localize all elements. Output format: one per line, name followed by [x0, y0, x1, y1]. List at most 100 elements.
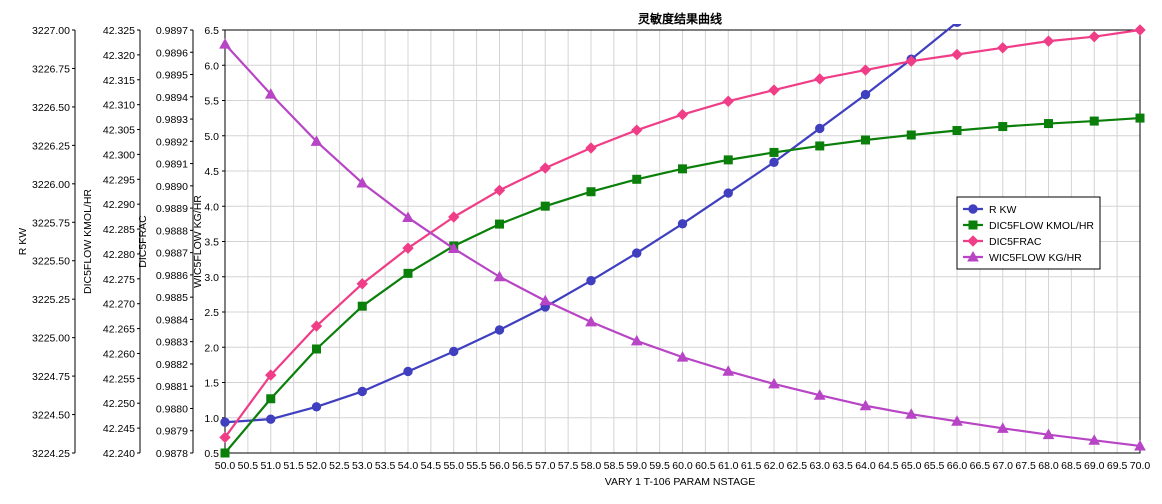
legend-swatch-marker	[967, 235, 979, 247]
x-tick-label: 50.5	[238, 460, 259, 472]
series-layer	[219, 24, 1146, 458]
y-tick-label: 0.9895	[156, 70, 188, 82]
x-tick-label: 70.0	[1130, 460, 1151, 472]
y-tick-label: 3225.00	[32, 333, 70, 345]
y-tick-label: 0.9887	[156, 248, 188, 260]
legend-entry: DIC5FLOW KMOL/HR	[963, 220, 1094, 232]
y-tick-label: 42.325	[103, 25, 135, 37]
x-tick-label: 64.0	[855, 460, 876, 472]
data-point	[814, 73, 826, 85]
data-point	[813, 389, 826, 400]
data-point	[266, 414, 276, 424]
y-tick-label: 3224.75	[32, 371, 70, 383]
y-tick-label: 4.5	[204, 166, 219, 178]
y-tick-label: 3225.25	[32, 294, 70, 306]
r-kw-axis: 3227.00 3226.75 3226.50 3226.25 3226.00 3225.…	[17, 25, 76, 460]
y-tick-label: 0.9882	[156, 359, 188, 371]
data-point	[220, 417, 230, 427]
data-point	[1089, 116, 1099, 126]
y-tick-label: 42.280	[103, 249, 135, 261]
y-tick-label: 0.9891	[156, 159, 188, 171]
x-tick-label: 69.0	[1084, 460, 1105, 472]
data-point	[769, 157, 779, 167]
x-axis-label: VARY 1 T-106 PARAM NSTAGE	[605, 476, 756, 488]
legend-label: R KW	[989, 204, 1017, 216]
x-tick-label: 57.0	[535, 460, 556, 472]
x-tick-label: 64.5	[878, 460, 899, 472]
y-tick-label: 42.270	[103, 299, 135, 311]
data-point	[1044, 119, 1053, 129]
data-point	[1042, 35, 1055, 47]
y-tick-label: 0.9883	[156, 337, 188, 349]
y-tick-label: 3226.50	[32, 102, 70, 114]
legend: R KW DIC5FLOW KMOL/HR DIC5FRAC WIC5FLOW KG/…	[956, 196, 1101, 270]
x-tick-label: 58.5	[604, 460, 625, 472]
data-point	[403, 268, 413, 278]
y-tick-label: 0.9879	[156, 426, 188, 438]
y-tick-label: 0.9885	[156, 292, 188, 304]
data-point	[539, 162, 551, 174]
y-axis-title: R KW	[17, 228, 29, 256]
data-point	[677, 219, 688, 229]
y-tick-label: 0.9881	[156, 381, 188, 393]
x-tick-label: 61.0	[718, 460, 739, 472]
x-tick-label: 53.0	[352, 460, 373, 472]
data-point	[310, 135, 323, 146]
data-point	[403, 366, 413, 377]
y-tick-label: 0.9889	[156, 203, 188, 215]
x-tick-label: 67.5	[1015, 460, 1036, 472]
data-point	[768, 84, 780, 96]
data-point	[311, 402, 322, 412]
data-point	[356, 176, 369, 188]
legend-entry: R KW	[963, 204, 1017, 216]
legend-label: DIC5FLOW KMOL/HR	[989, 220, 1094, 232]
data-point	[540, 201, 550, 211]
x-tick-label: 62.0	[764, 460, 785, 472]
data-point	[219, 38, 231, 49]
y-tick-label: 3226.00	[32, 179, 70, 191]
y-tick-label: 1.5	[204, 378, 219, 390]
data-point	[951, 415, 963, 426]
y-tick-label: 2.0	[204, 342, 219, 354]
x-tick-label: 56.0	[489, 460, 510, 472]
y-tick-label: 0.9892	[156, 136, 188, 148]
data-point	[861, 135, 870, 145]
data-point	[952, 126, 962, 136]
data-point	[310, 320, 323, 332]
data-point	[447, 242, 460, 254]
data-point	[493, 184, 506, 197]
x-tick-label: 50.0	[215, 460, 236, 472]
legend-swatch-marker	[968, 204, 978, 214]
y-tick-label: 42.260	[103, 348, 135, 360]
y-tick-label: 42.305	[103, 125, 135, 137]
y-tick-label: 0.9886	[156, 270, 188, 282]
y-tick-label: 0.5	[204, 448, 219, 460]
x-tick-label: 68.0	[1038, 460, 1059, 472]
series-r-kw	[220, 24, 962, 427]
y-tick-label: 3226.25	[32, 140, 70, 152]
data-point	[631, 124, 643, 136]
y-tick-label: 2.5	[204, 307, 219, 319]
x-tick-label: 60.0	[672, 460, 693, 472]
x-tick-label: 68.5	[1061, 460, 1082, 472]
data-point	[264, 88, 277, 99]
data-point	[1042, 428, 1055, 440]
data-point	[722, 95, 734, 107]
y-tick-label: 42.295	[103, 174, 135, 186]
data-point	[402, 242, 414, 254]
x-tick-label: 55.0	[444, 460, 465, 472]
x-tick-label: 66.0	[947, 460, 968, 472]
y-tick-label: 1.0	[204, 413, 219, 425]
x-tick-label: 61.5	[741, 460, 762, 472]
axes-layer: 50.0 50.5 51.0 51.5 52.0 52.5 53.0 53.5 54.0 54.5…	[17, 25, 1150, 472]
legend-label: DIC5FRAC	[989, 236, 1042, 248]
data-point	[768, 377, 780, 389]
y-tick-label: 3225.50	[32, 256, 70, 268]
y-tick-label: 0.9884	[156, 314, 188, 326]
y-tick-label: 42.265	[103, 324, 135, 336]
x-tick-label: 56.5	[512, 460, 533, 472]
data-point	[539, 294, 552, 306]
x-tick-label: 69.5	[1107, 460, 1128, 472]
data-point	[495, 219, 504, 229]
